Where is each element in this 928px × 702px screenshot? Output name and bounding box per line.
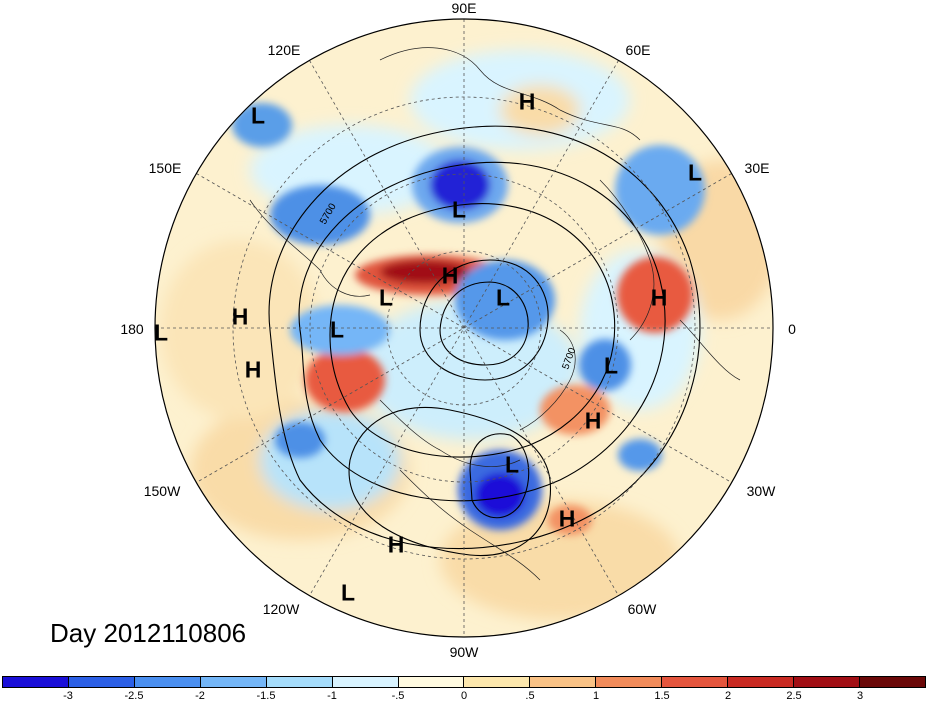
contour-5700 (268, 125, 701, 550)
coast-africa (679, 319, 741, 381)
pressure-center-marker: L (250, 102, 266, 129)
colorbar-tick-label: -1 (327, 690, 337, 702)
contour-outer (298, 161, 666, 502)
colorbar-tick-label: -3 (63, 690, 73, 702)
coast-north-america (399, 469, 541, 581)
colorbar-tick-label: 0 (460, 690, 468, 702)
pressure-center-marker: H (650, 284, 668, 311)
map-boundary (154, 18, 774, 638)
longitude-label-60w: 60W (627, 601, 657, 617)
low-anomaly-arctic (455, 260, 555, 340)
longitude-label-180: 180 (120, 321, 144, 337)
colorbar-swatch (3, 677, 69, 687)
high-anomaly-europe (617, 257, 693, 333)
coastlines (249, 47, 741, 581)
pressure-center-marker: L (687, 159, 703, 186)
graticule (155, 19, 773, 637)
colorbar-swatch (530, 677, 597, 687)
longitude-label-120e: 120E (267, 42, 301, 58)
low-anomaly-atlantic-north (579, 339, 631, 391)
longitude-label-60e: 60E (625, 42, 651, 58)
colorbar-tick-label: 3 (856, 690, 864, 702)
colorbar-swatch (398, 677, 465, 687)
colorbar-swatch (200, 677, 267, 687)
day-label: Day 2012110806 (50, 618, 247, 648)
high-anomaly-arctic-core (380, 260, 470, 284)
longitude-label-120w: 120W (262, 601, 300, 617)
contour-us-outer (348, 406, 552, 557)
colorbar-tick-label: 1 (592, 690, 600, 702)
colorbar-swatch (596, 677, 663, 687)
pressure-center-marker: H (387, 531, 405, 558)
colorbar-tick-label: -2 (195, 690, 205, 702)
low-anomaly-siberia-core (430, 160, 490, 210)
longitude-label-150w: 150W (143, 483, 181, 499)
longitude-label-30e: 30E (744, 160, 770, 176)
pressure-center-marker: L (329, 316, 345, 343)
low-anomaly-bering (290, 305, 390, 355)
colorbar-tick-label: -1.5 (256, 690, 276, 702)
low-anomaly-scandinavia (615, 145, 705, 235)
pressure-center-marker: H (244, 356, 262, 383)
longitude-label-0: 0 (788, 321, 796, 337)
meridian-30e-150w (196, 173, 732, 483)
colorbar-tick-label: 2 (724, 690, 732, 702)
cool-patch-pacific (260, 410, 400, 510)
colorbar-swatch (464, 677, 531, 687)
height-contours (268, 125, 701, 557)
longitude-label-90w: 90W (449, 644, 479, 660)
pressure-center-marker: L (451, 196, 467, 223)
high-anomaly-alaska (305, 348, 385, 412)
colorbar-tick-label: 1.5 (654, 690, 670, 702)
low-anomaly-pacific (275, 422, 325, 458)
colorbar-tick-label: -.5 (391, 690, 405, 702)
contour-us-low (469, 433, 530, 519)
longitude-label-150e: 150E (148, 160, 182, 176)
colorbar-swatch (859, 677, 925, 687)
colorbar-swatch (332, 677, 399, 687)
pressure-center-marker: L (504, 451, 520, 478)
pressure-center-marker: H (518, 88, 536, 115)
colorbar-tick-label: .5 (525, 690, 535, 702)
colorbar-swatch (728, 677, 795, 687)
coast-greenland (519, 329, 576, 431)
pressure-center-marker: L (495, 284, 511, 311)
colorbar-tick-label: -2.5 (124, 690, 144, 702)
pressure-center-marker: L (340, 579, 356, 606)
colorbar-swatch (794, 677, 860, 687)
colorbar-swatch (68, 677, 135, 687)
colorbar-swatch (134, 677, 201, 687)
anomaly-field (155, 19, 773, 637)
low-patch-120e (232, 103, 292, 147)
pressure-center-marker: H (584, 407, 602, 434)
colorbar-swatch (266, 677, 333, 687)
contour-inner (419, 259, 549, 381)
colorbar (2, 676, 926, 688)
coast-canada (379, 399, 521, 467)
colorbar-tick-label: 2.5 (786, 690, 802, 702)
pressure-center-marker: H (231, 303, 249, 330)
coast-east-asia (249, 199, 371, 297)
pressure-center-marker: H (558, 505, 576, 532)
pressure-center-marker: L (378, 284, 394, 311)
coast-europe (599, 179, 655, 341)
pressure-center-marker: H (441, 262, 459, 289)
low-anomaly-atlantic (618, 439, 662, 471)
pressure-center-marker: L (153, 319, 169, 346)
warm-patch-west (160, 240, 320, 420)
coast-siberia (379, 47, 641, 141)
colorbar-swatch (662, 677, 729, 687)
low-anomaly-us-east-core (475, 473, 525, 517)
contour-mid (329, 203, 616, 458)
pressure-center-marker: L (603, 352, 619, 379)
longitude-label-90e: 90E (451, 0, 477, 16)
longitude-label-30w: 30W (746, 483, 776, 499)
